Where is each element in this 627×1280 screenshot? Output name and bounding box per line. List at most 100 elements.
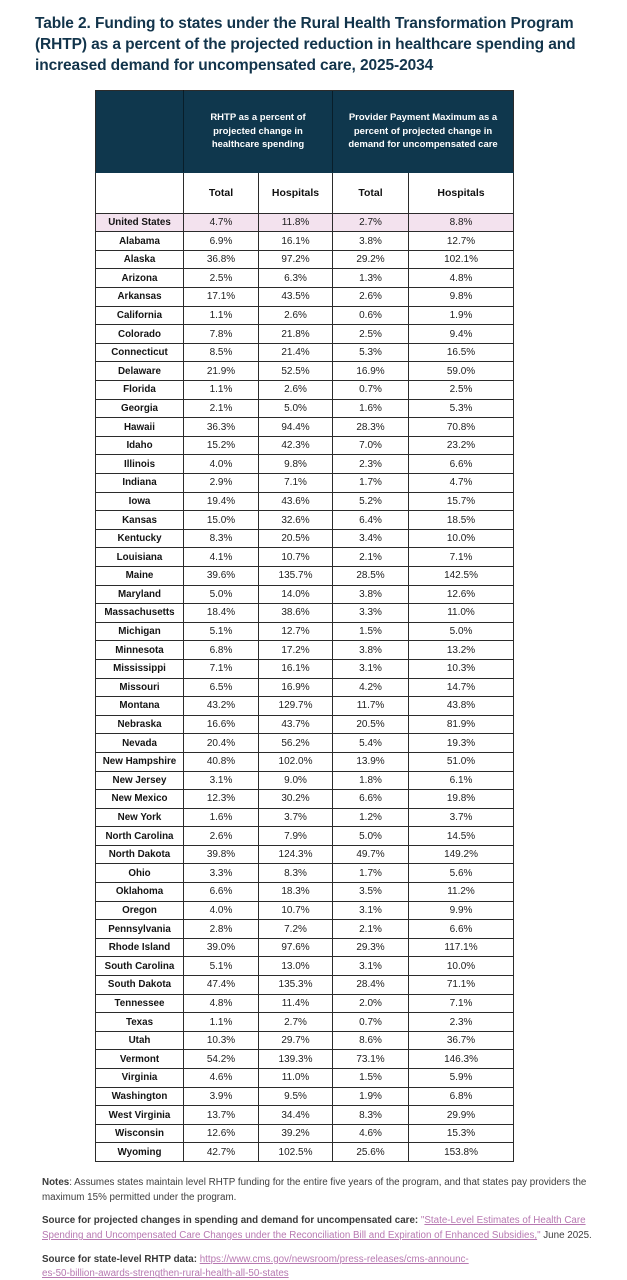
state-name-cell: Tennessee [95, 993, 184, 1014]
value-cell: 1.2% [332, 807, 410, 828]
table-row: Oklahoma 6.6% 18.3% 3.5% 11.2% [95, 882, 515, 902]
value-cell: 3.1% [332, 900, 410, 921]
value-cell: 39.8% [183, 844, 259, 865]
table-row: West Virginia 13.7% 34.4% 8.3% 29.9% [95, 1105, 515, 1125]
value-cell: 5.0% [408, 621, 515, 642]
state-name-cell: Idaho [95, 435, 184, 456]
value-cell: 6.3% [257, 268, 334, 289]
subheader-total-spending: Total [183, 171, 259, 214]
open-quote: " [420, 1215, 425, 1227]
state-name-cell: Indiana [95, 473, 184, 493]
state-name-cell: Illinois [95, 454, 184, 475]
value-cell: 102.1% [408, 249, 515, 270]
table-row: Tennessee 4.8% 11.4% 2.0% 7.1% [95, 993, 515, 1014]
value-cell: 71.1% [408, 975, 515, 995]
table-header: RHTP as a percent of projected change in… [95, 89, 515, 214]
value-cell: 0.7% [332, 1012, 410, 1032]
source-rhtp-label: Source for state-level RHTP data: [42, 1253, 197, 1265]
value-cell: 2.7% [332, 212, 410, 233]
value-cell: 4.2% [332, 677, 410, 698]
value-cell: 4.6% [183, 1068, 259, 1088]
state-name-cell: Rhode Island [95, 937, 184, 958]
state-name-cell: West Virginia [95, 1105, 184, 1125]
state-name-cell: New York [95, 807, 184, 828]
value-cell: 15.3% [408, 1123, 515, 1144]
value-cell: 39.2% [257, 1123, 334, 1144]
table-row: Delaware 21.9% 52.5% 16.9% 59.0% [95, 361, 515, 382]
value-cell: 8.3% [257, 863, 334, 884]
value-cell: 4.6% [332, 1123, 410, 1144]
value-cell: 5.0% [183, 584, 259, 605]
state-name-cell: Arizona [95, 268, 184, 289]
value-cell: 1.8% [332, 770, 410, 791]
value-cell: 135.7% [257, 565, 334, 586]
value-cell: 124.3% [257, 844, 334, 865]
value-cell: 97.6% [257, 937, 334, 958]
subheader-total-uncompensated: Total [332, 171, 410, 214]
value-cell: 21.9% [183, 361, 259, 382]
value-cell: 4.8% [408, 268, 515, 289]
value-cell: 3.8% [332, 640, 410, 660]
value-cell: 10.3% [408, 658, 515, 679]
value-cell: 70.8% [408, 417, 515, 437]
state-name-cell: Minnesota [95, 640, 184, 660]
value-cell: 30.2% [257, 789, 334, 809]
value-cell: 42.7% [183, 1142, 259, 1162]
value-cell: 11.8% [257, 212, 334, 233]
state-name-cell: Oregon [95, 900, 184, 921]
state-name-cell: Louisiana [95, 547, 184, 567]
notes-label: Notes [42, 1176, 70, 1188]
value-cell: 11.7% [332, 696, 410, 716]
value-cell: 6.6% [332, 789, 410, 809]
source-spending-link[interactable]: State-Level Estimates of Health Care Spe… [42, 1215, 586, 1242]
value-cell: 135.3% [257, 975, 334, 995]
state-name-cell: Iowa [95, 491, 184, 512]
value-cell: 8.8% [408, 212, 515, 233]
value-cell: 19.4% [183, 491, 259, 512]
state-name-cell: Michigan [95, 621, 184, 642]
group-header-spending: RHTP as a percent of projected change in… [183, 89, 333, 173]
table-row: Illinois 4.0% 9.8% 2.3% 6.6% [95, 454, 515, 475]
value-cell: 17.1% [183, 287, 259, 307]
value-cell: 4.7% [183, 212, 259, 233]
value-cell: 2.3% [332, 454, 410, 475]
value-cell: 5.1% [183, 956, 259, 977]
value-cell: 21.4% [257, 342, 334, 363]
table-row: Washington 3.9% 9.5% 1.9% 6.8% [95, 1086, 515, 1107]
value-cell: 8.5% [183, 342, 259, 363]
table-row: Arkansas 17.1% 43.5% 2.6% 9.8% [95, 287, 515, 307]
notes-section: Notes: Assumes states maintain level RHT… [42, 1176, 597, 1280]
source-rhtp-link[interactable]: https://www.cms.gov/newsroom/press-relea… [42, 1254, 469, 1280]
value-cell: 20.4% [183, 733, 259, 753]
value-cell: 9.5% [257, 1086, 334, 1107]
value-cell: 5.4% [332, 733, 410, 753]
value-cell: 11.0% [408, 603, 515, 623]
value-cell: 23.2% [408, 435, 515, 456]
state-name-cell: Alaska [95, 249, 184, 270]
value-cell: 3.3% [332, 603, 410, 623]
state-name-cell: South Carolina [95, 956, 184, 977]
value-cell: 6.5% [183, 677, 259, 698]
state-name-cell: North Carolina [95, 826, 184, 846]
value-cell: 2.5% [408, 380, 515, 400]
state-name-cell: Florida [95, 380, 184, 400]
value-cell: 16.6% [183, 714, 259, 735]
value-cell: 1.9% [332, 1086, 410, 1107]
value-cell: 2.1% [332, 919, 410, 939]
state-name-cell: Pennsylvania [95, 919, 184, 939]
value-cell: 13.0% [257, 956, 334, 977]
table-row: Texas 1.1% 2.7% 0.7% 2.3% [95, 1012, 515, 1032]
page-title: Table 2. Funding to states under the Rur… [35, 15, 576, 75]
value-cell: 6.6% [408, 919, 515, 939]
state-name-cell: Massachusetts [95, 603, 184, 623]
table-row: New Jersey 3.1% 9.0% 1.8% 6.1% [95, 770, 515, 791]
value-cell: 81.9% [408, 714, 515, 735]
value-cell: 20.5% [332, 714, 410, 735]
value-cell: 25.6% [332, 1142, 410, 1162]
value-cell: 1.3% [332, 268, 410, 289]
value-cell: 47.4% [183, 975, 259, 995]
state-name-cell: New Jersey [95, 770, 184, 791]
source-spending-suffix: June 2025. [540, 1230, 592, 1242]
value-cell: 39.6% [183, 565, 259, 586]
value-cell: 1.5% [332, 621, 410, 642]
